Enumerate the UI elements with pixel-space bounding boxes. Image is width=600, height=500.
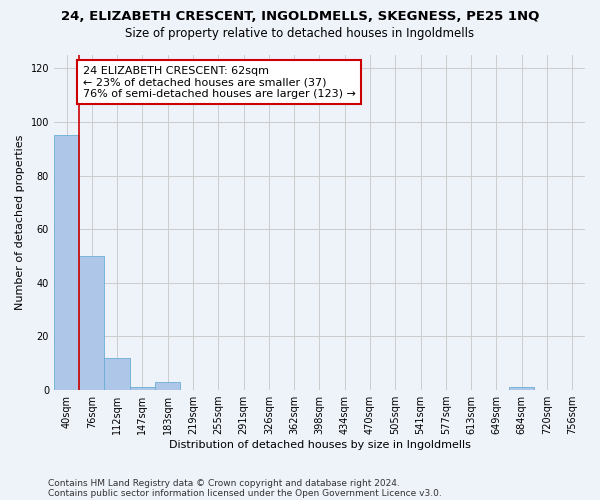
Text: Contains public sector information licensed under the Open Government Licence v3: Contains public sector information licen… (48, 488, 442, 498)
X-axis label: Distribution of detached houses by size in Ingoldmells: Distribution of detached houses by size … (169, 440, 470, 450)
Bar (509, 388, 535, 390)
Text: 24, ELIZABETH CRESCENT, INGOLDMELLS, SKEGNESS, PE25 1NQ: 24, ELIZABETH CRESCENT, INGOLDMELLS, SKE… (61, 10, 539, 23)
Bar (130, 388, 155, 390)
Text: 24 ELIZABETH CRESCENT: 62sqm
← 23% of detached houses are smaller (37)
76% of se: 24 ELIZABETH CRESCENT: 62sqm ← 23% of de… (83, 66, 356, 99)
Text: Contains HM Land Registry data © Crown copyright and database right 2024.: Contains HM Land Registry data © Crown c… (48, 478, 400, 488)
Bar (104, 358, 130, 390)
Bar (54, 136, 79, 390)
Y-axis label: Number of detached properties: Number of detached properties (15, 135, 25, 310)
Bar (79, 256, 104, 390)
Text: Size of property relative to detached houses in Ingoldmells: Size of property relative to detached ho… (125, 28, 475, 40)
Bar (155, 382, 181, 390)
